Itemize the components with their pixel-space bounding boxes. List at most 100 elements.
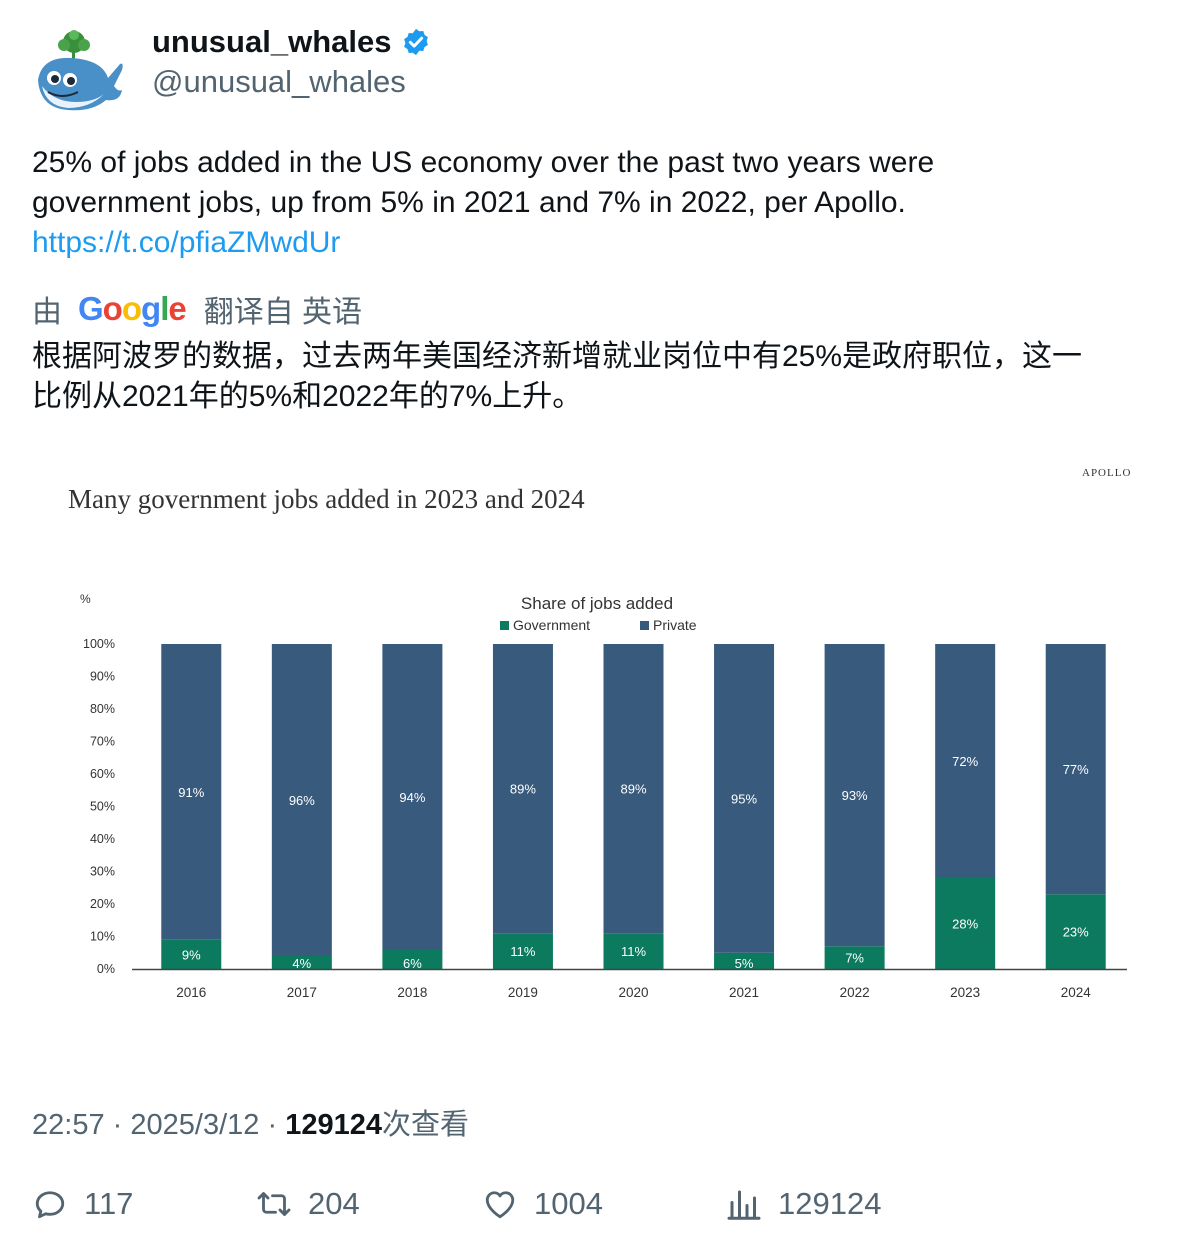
bar-private-2016 — [161, 644, 222, 940]
translation-attribution: 由 Google 翻译自 英语 — [32, 289, 362, 329]
y-tick-label: 90% — [90, 670, 115, 684]
reply-button[interactable]: 117 — [32, 1186, 133, 1222]
y-tick-label: 0% — [97, 962, 115, 976]
bar-government-2023 — [935, 878, 996, 969]
chart-image[interactable]: APOLLO Many government jobs added in 202… — [32, 450, 1164, 1050]
y-axis-label: % — [80, 592, 91, 606]
data-label-government-2020: 11% — [621, 944, 646, 959]
bar-government-2022 — [824, 946, 885, 969]
data-label-government-2024: 23% — [1063, 925, 1089, 940]
x-tick-label: 2024 — [1061, 985, 1092, 1000]
tweet-text: 25% of jobs added in the US economy over… — [32, 143, 1172, 263]
whale-avatar-icon[interactable] — [32, 28, 126, 114]
x-tick-label: 2022 — [840, 985, 870, 1000]
y-tick-label: 10% — [90, 930, 115, 944]
author-name-text[interactable]: unusual_whales — [152, 24, 392, 59]
tweet-link[interactable]: https://t.co/pfiaZMwdUr — [32, 226, 341, 259]
chart-inner-title: Share of jobs added — [521, 594, 673, 613]
legend-label-private: Private — [653, 617, 697, 633]
data-label-private-2021: 95% — [731, 791, 757, 806]
bar-government-2016 — [161, 939, 222, 969]
data-label-private-2022: 93% — [842, 788, 868, 803]
legend-swatch-private — [640, 621, 649, 630]
tweet-text-line: 25% of jobs added in the US economy over… — [32, 146, 935, 179]
like-button[interactable]: 1004 — [482, 1186, 603, 1222]
bar-government-2019 — [492, 933, 553, 969]
y-tick-label: 20% — [90, 897, 115, 911]
data-label-government-2022: 7% — [845, 951, 864, 966]
like-count: 1004 — [534, 1186, 603, 1221]
bar-government-2024 — [1045, 894, 1106, 969]
x-tick-label: 2016 — [176, 985, 206, 1000]
translation-suffix[interactable]: 翻译自 英语 — [203, 296, 363, 329]
data-label-private-2017: 96% — [289, 793, 315, 808]
bar-government-2020 — [603, 933, 664, 969]
data-label-private-2024: 77% — [1063, 762, 1089, 777]
retweet-icon — [257, 1192, 291, 1216]
translated-text: 根据阿波罗的数据，过去两年美国经济新增就业岗位中有25%是政府职位，这一 比例从… — [32, 337, 1172, 417]
views-count: 129124 — [285, 1109, 382, 1141]
apollo-brand: APOLLO — [1082, 467, 1132, 479]
views-label: 次查看 — [381, 1109, 469, 1141]
data-label-government-2021: 5% — [735, 956, 754, 971]
legend-swatch-government — [500, 621, 509, 630]
x-tick-label: 2019 — [508, 985, 538, 1000]
x-tick-label: 2017 — [287, 985, 317, 1000]
x-tick-label: 2020 — [618, 985, 648, 1000]
tweet-header: unusual_whales @unusual_whales — [32, 22, 632, 117]
data-label-government-2023: 28% — [952, 917, 978, 932]
bar-government-2021 — [714, 952, 775, 969]
tweet-meta: 22:57 · 2025/3/12 · 129124次查看 — [32, 1101, 469, 1143]
translated-text-line: 根据阿波罗的数据，过去两年美国经济新增就业岗位中有25%是政府职位，这一 — [32, 340, 1083, 373]
y-tick-label: 80% — [90, 702, 115, 716]
data-label-private-2020: 89% — [620, 782, 646, 797]
translated-text-line: 比例从2021年的5%和2022年的7%上升。 — [32, 380, 583, 413]
bar-government-2017 — [271, 956, 332, 969]
data-label-private-2019: 89% — [510, 782, 536, 797]
y-tick-label: 70% — [90, 735, 115, 749]
verified-badge-icon — [404, 28, 429, 56]
views-action-count: 129124 — [778, 1186, 882, 1221]
translation-prefix: 由 — [32, 296, 62, 329]
legend-label-government: Government — [513, 617, 590, 633]
chart-title: Many government jobs added in 2023 and 2… — [68, 484, 585, 514]
data-label-government-2016: 9% — [182, 947, 201, 962]
heart-icon — [485, 1191, 515, 1219]
x-tick-label: 2023 — [950, 985, 980, 1000]
meta-separator: · — [267, 1109, 278, 1141]
tweet-text-line: government jobs, up from 5% in 2021 and … — [32, 186, 906, 219]
reply-count: 117 — [84, 1186, 134, 1221]
bar-private-2020 — [603, 644, 664, 934]
data-label-government-2019: 11% — [510, 944, 535, 959]
author-handle[interactable]: @unusual_whales — [152, 64, 406, 99]
data-label-private-2023: 72% — [952, 754, 978, 769]
tweet-time[interactable]: 22:57 — [32, 1109, 105, 1141]
bar-private-2023 — [935, 644, 996, 878]
analytics-icon — [727, 1190, 761, 1220]
author-display-name[interactable]: unusual_whales — [152, 24, 431, 60]
y-tick-label: 60% — [90, 767, 115, 781]
tweet-date[interactable]: 2025/3/12 — [130, 1109, 260, 1141]
data-label-government-2017: 4% — [292, 956, 311, 971]
y-tick-label: 50% — [90, 800, 115, 814]
bar-private-2024 — [1045, 644, 1106, 895]
data-label-government-2018: 6% — [403, 956, 422, 971]
bar-private-2022 — [824, 644, 885, 947]
retweet-count: 204 — [308, 1186, 360, 1221]
reply-icon — [35, 1191, 65, 1219]
y-tick-label: 30% — [90, 865, 115, 879]
bar-private-2019 — [492, 644, 553, 934]
meta-separator: · — [112, 1109, 123, 1141]
bar-private-2021 — [714, 644, 775, 953]
bar-private-2018 — [382, 644, 443, 950]
y-tick-label: 100% — [83, 637, 115, 651]
google-logo: Google — [78, 290, 187, 327]
bar-private-2017 — [271, 644, 332, 956]
bar-government-2018 — [382, 949, 443, 969]
stacked-bar-chart: % 0% 10% 20% 30% 40% 50% 60% 70% 80% 90% 100% Share … — [80, 592, 1127, 1000]
views-button[interactable]: 129124 — [726, 1186, 881, 1222]
x-tick-label: 2021 — [729, 985, 759, 1000]
retweet-button[interactable]: 204 — [256, 1186, 360, 1222]
x-tick-label: 2018 — [397, 985, 427, 1000]
action-bar: 117 204 1004 129124 — [32, 1186, 1132, 1230]
